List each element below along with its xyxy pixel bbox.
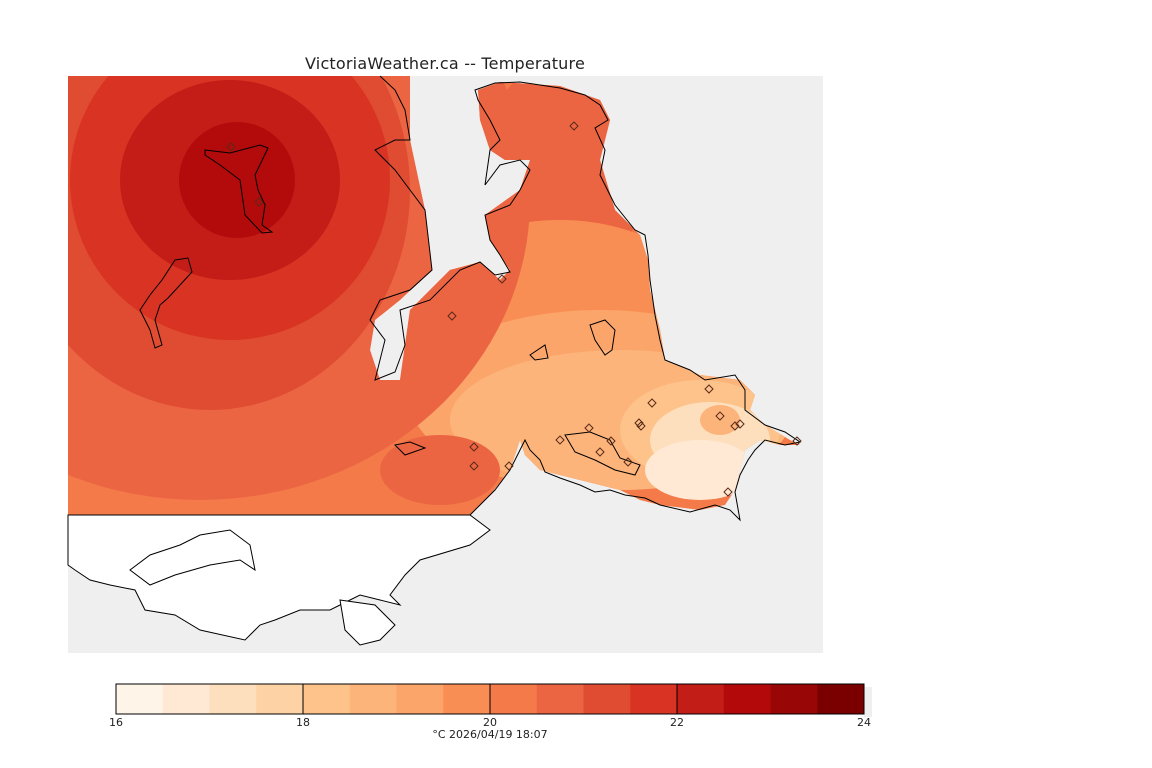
colorbar-swatch (536, 684, 584, 714)
station-marker[interactable] (723, 487, 733, 497)
colorbar-shadow (864, 687, 872, 717)
colorbar-swatch (630, 684, 678, 714)
station-marker[interactable] (634, 418, 644, 428)
southern-land (67, 514, 491, 646)
colorbar-swatch (396, 684, 444, 714)
colorbar-swatch (162, 684, 210, 714)
weather-stations (226, 121, 802, 497)
colorbar-tick-label: 24 (857, 716, 871, 729)
station-marker[interactable] (469, 442, 479, 452)
colorbar-tick-label: 20 (483, 716, 497, 729)
station-marker[interactable] (704, 384, 714, 394)
colorbar-swatch (583, 684, 631, 714)
station-marker[interactable] (254, 197, 264, 207)
colorbar-swatch (770, 684, 818, 714)
station-marker[interactable] (715, 411, 725, 421)
station-marker[interactable] (469, 461, 479, 471)
colorbar-swatch (209, 684, 257, 714)
colorbar-swatch (303, 684, 351, 714)
station-marker[interactable] (497, 274, 507, 284)
colorbar-tick-label: 16 (109, 716, 123, 729)
station-marker[interactable] (792, 436, 802, 446)
station-marker[interactable] (730, 421, 740, 431)
station-marker[interactable] (595, 447, 605, 457)
colorbar-swatch (490, 684, 538, 714)
colorbar-swatch (817, 684, 865, 714)
station-marker[interactable] (623, 457, 633, 467)
map-title: VictoriaWeather.ca -- Temperature (305, 54, 585, 73)
colorbar-swatch (349, 684, 397, 714)
station-marker[interactable] (636, 421, 646, 431)
station-marker[interactable] (504, 461, 514, 471)
station-marker[interactable] (647, 398, 657, 408)
station-marker[interactable] (584, 423, 594, 433)
station-marker[interactable] (226, 142, 236, 152)
station-marker[interactable] (569, 121, 579, 131)
colorbar-caption: °C 2026/04/19 18:07 (432, 728, 548, 741)
colorbar-tick-label: 18 (296, 716, 310, 729)
colorbar-swatch (723, 684, 771, 714)
colorbar-swatch (256, 684, 304, 714)
station-marker[interactable] (735, 419, 745, 429)
station-marker[interactable] (555, 435, 565, 445)
colorbar-swatch (677, 684, 725, 714)
station-marker[interactable] (606, 436, 616, 446)
station-marker[interactable] (447, 311, 457, 321)
colorbar (115, 683, 872, 717)
colorbar-swatch (443, 684, 491, 714)
coastlines (139, 75, 802, 522)
colorbar-tick-label: 22 (670, 716, 684, 729)
colorbar-swatch (116, 684, 164, 714)
